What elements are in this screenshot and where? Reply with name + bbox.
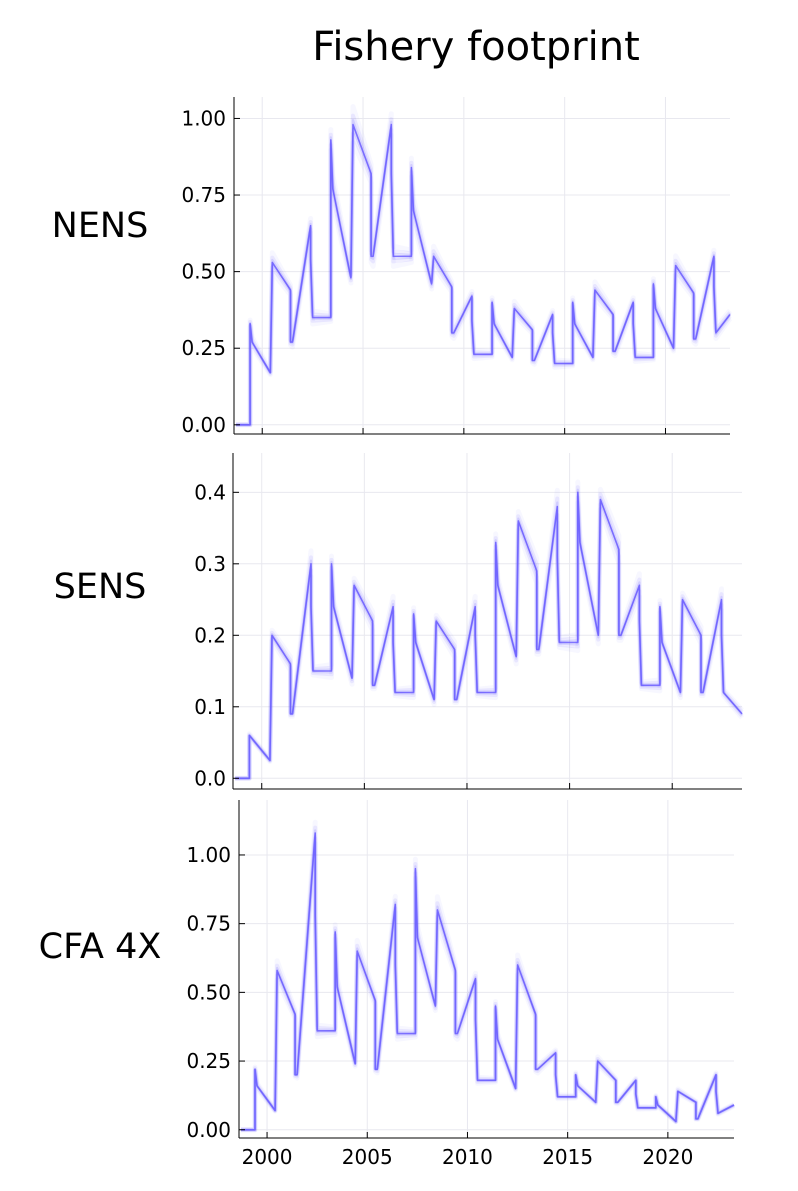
series-ensemble-band [236, 126, 731, 426]
y-tick-label: 0.50 [186, 980, 231, 1004]
series-ensemble-band [241, 834, 735, 1131]
panel-cfa-4x: 0.00 0.25 0.50 0.75 1.00 2000 2005 2010 2015 2020… [39, 800, 736, 1169]
series-ensemble-band [235, 493, 743, 780]
panel-label: CFA 4X [39, 927, 162, 967]
y-tick-label: 0.75 [186, 912, 231, 936]
figure-title: Fishery footprint [312, 24, 640, 70]
y-tick-label: 0.2 [194, 623, 226, 647]
y-tick-label: 0.25 [186, 1049, 231, 1073]
x-tick-label: 2015 [542, 1145, 593, 1169]
x-tick-label: 2000 [242, 1145, 293, 1169]
series-ensemble-band [236, 132, 733, 428]
series-ensemble-band [235, 495, 744, 781]
series-ensemble-band [241, 841, 736, 1133]
panel-nens: 0.00 0.25 0.50 0.75 1.00 NENS [52, 97, 733, 437]
y-tick-label: 0.1 [194, 695, 226, 719]
series-line [241, 832, 735, 1131]
y-tick-label: 0.3 [194, 552, 226, 576]
series-ensemble-band [236, 104, 732, 428]
y-tick-label: 0.75 [181, 183, 226, 207]
y-tick-label: 0.4 [194, 480, 226, 504]
x-tick-label: 2005 [342, 1145, 393, 1169]
y-tick-label: 0.00 [186, 1118, 231, 1142]
series-ensemble-band [235, 488, 743, 780]
series-ensemble-band [241, 829, 735, 1131]
panel-label: SENS [54, 567, 147, 607]
y-tick-label: 1.00 [186, 843, 231, 867]
y-tick-label: 0.50 [181, 260, 226, 284]
x-tick-label: 2010 [442, 1145, 493, 1169]
series-ensemble-band [236, 128, 732, 427]
series-ensemble-band [241, 836, 735, 1132]
x-tick-label: 2020 [642, 1145, 693, 1169]
series-ensemble-band [241, 819, 736, 1133]
series-ensemble-band [236, 118, 731, 426]
y-tick-label: 0.00 [181, 413, 226, 437]
series-ensemble-band [236, 113, 732, 427]
panel-label: NENS [52, 206, 149, 246]
series-ensemble-band [235, 485, 744, 781]
y-tick-label: 0.25 [181, 336, 226, 360]
series-line [235, 491, 743, 780]
panel-sens: 0.0 0.1 0.2 0.3 0.4 SENS [54, 453, 744, 790]
y-tick-label: 0.0 [194, 766, 226, 790]
series-ensemble-band [241, 825, 735, 1132]
series-line [236, 123, 731, 426]
series-ensemble-band [235, 479, 744, 781]
series-ensemble-band [235, 500, 744, 781]
y-tick-label: 1.00 [181, 106, 226, 130]
